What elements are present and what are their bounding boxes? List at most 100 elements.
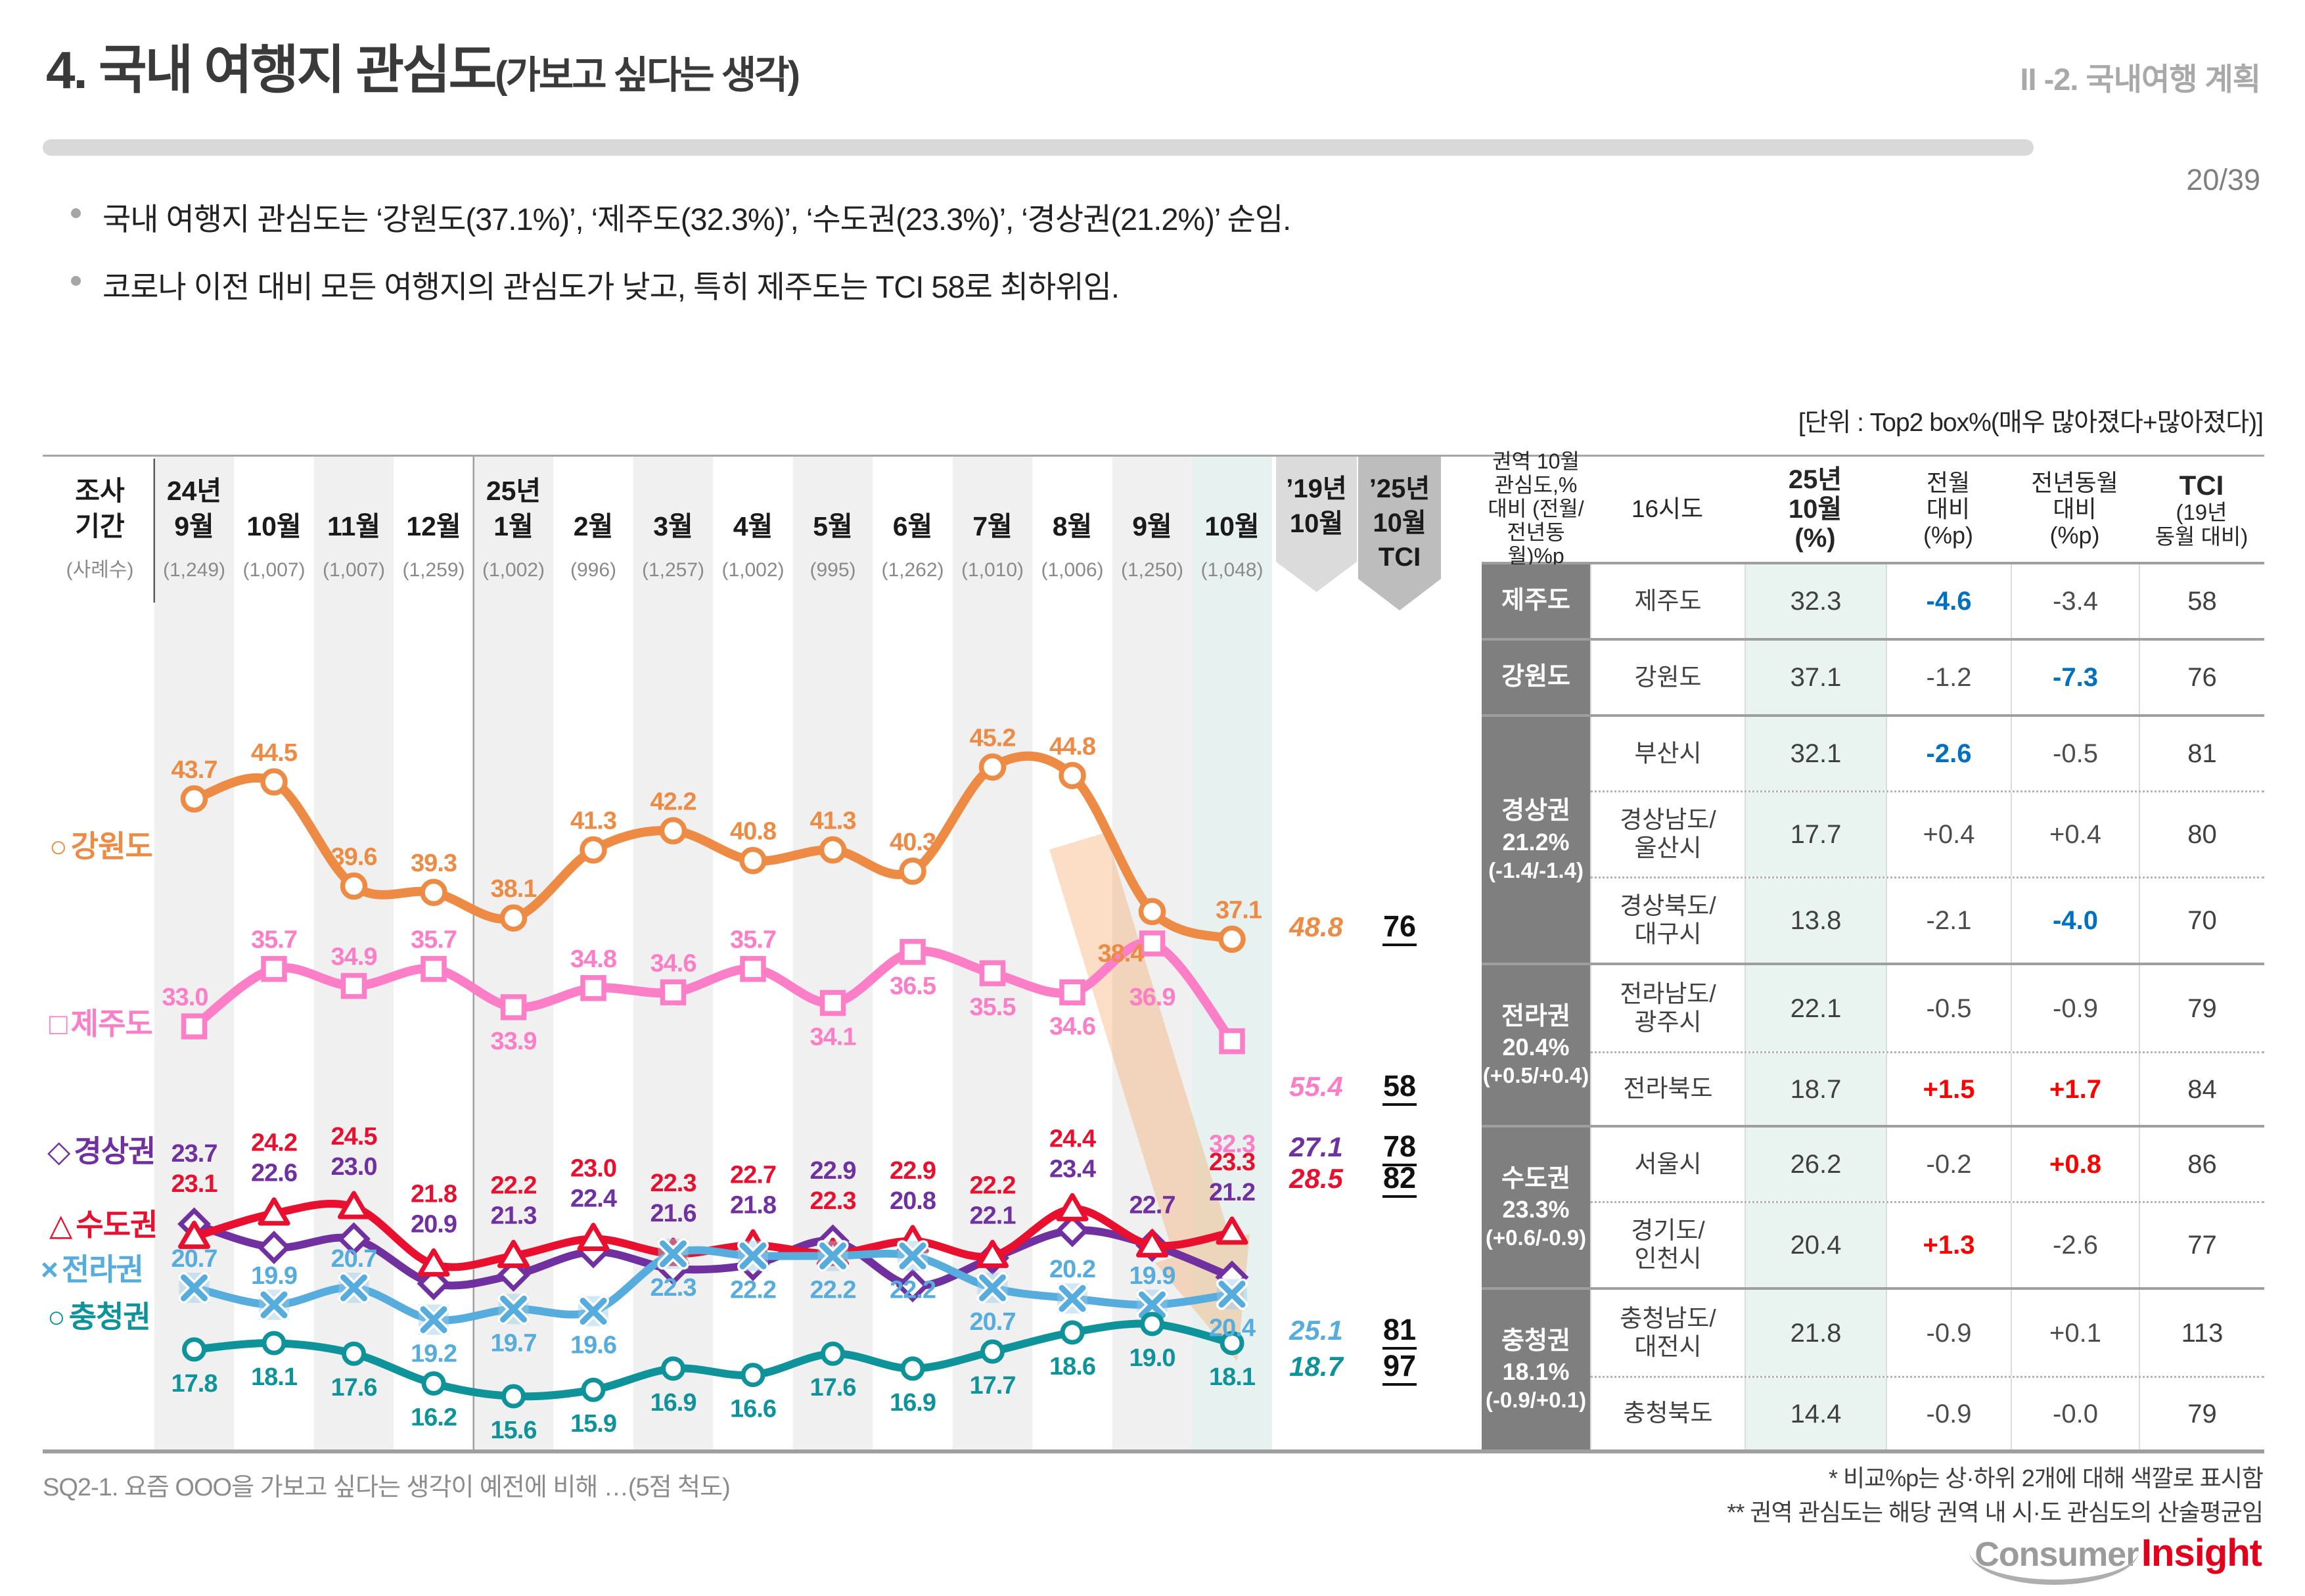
data-point-marker	[178, 1220, 210, 1249]
data-point-marker	[660, 1240, 687, 1267]
data-point-marker	[1219, 1028, 1245, 1055]
region-summary-table: 권역 10월 관심도,% 대비 (전월/전년동월)%p 16시도 25년 10월 (%) 전월…	[1482, 450, 2264, 1449]
pct-cell: 32.1	[1745, 717, 1886, 790]
tci-cell-line: 77	[2187, 1231, 2217, 1260]
pct-cell: 32.3	[1745, 564, 1886, 638]
경상권-value-label: 20.8	[890, 1187, 936, 1215]
x-tick-month: 9월	[1132, 511, 1172, 541]
consumer-insight-logo: Consumer Insight	[1969, 1531, 2262, 1585]
pct-cell-line: 14.4	[1790, 1399, 1842, 1428]
city-cell-line: 대전시	[1634, 1333, 1702, 1360]
data-point-marker	[421, 1371, 446, 1396]
legend-item-수도권: △ 수도권	[49, 1201, 158, 1244]
data-point-marker	[262, 1331, 286, 1356]
mom-change-cell-line: -4.6	[1926, 587, 1972, 616]
legend-item-전라권: × 전라권	[41, 1246, 144, 1289]
x-tick-month: 2월	[574, 511, 614, 541]
충청권-value-label: 18.1	[251, 1363, 298, 1391]
city-cell-line: 제주도	[1634, 587, 1702, 614]
충청권-value-label: 17.6	[810, 1374, 856, 1402]
pct-cell: 22.1	[1745, 965, 1886, 1051]
tci-cell: 80	[2139, 792, 2264, 877]
unit-note: [단위 : Top2 box%(매우 많아졌다+많아졌다)]	[1798, 409, 2264, 437]
경상권-value-label: 22.6	[251, 1160, 297, 1187]
table-row: 충청북도 14.4 -0.9 -0.0 79	[1590, 1376, 2264, 1449]
data-point-marker	[976, 1239, 1009, 1268]
footnotes: * 비교%p는 상·하위 2개에 대해 색깔로 표시함 ** 권역 관심도는 해…	[1727, 1461, 2264, 1530]
x-tick-sample-size: (1,048)	[1200, 559, 1263, 581]
city-cell: 경기도/인천시	[1590, 1203, 1745, 1287]
table-column-header: TCI (19년 동월 대비)	[2139, 457, 2264, 562]
x-tick-month: 3월	[653, 511, 693, 541]
table-column-header-line: 10월	[1788, 494, 1842, 524]
강원도-value-label: 41.3	[570, 808, 616, 835]
충청권-value-label: 15.6	[491, 1417, 537, 1444]
pct-cell-line: 37.1	[1790, 663, 1842, 692]
전라권-value-label: 22.2	[890, 1276, 936, 1304]
tci-cell-line: 86	[2187, 1150, 2217, 1179]
table-column-header: 25년 10월 (%)	[1745, 457, 1886, 562]
tci-cell-line: 113	[2181, 1318, 2224, 1348]
수도권-value-label: 23.1	[171, 1170, 218, 1198]
city-cell: 제주도	[1590, 564, 1745, 638]
tci-cell-line: 70	[2187, 906, 2217, 935]
header-arrow-label: 10월	[1290, 509, 1343, 538]
data-point-marker	[899, 1242, 926, 1269]
경상권-value-label: 22.7	[1130, 1191, 1175, 1219]
pct-cell: 17.7	[1745, 792, 1886, 877]
table-column-header-line: 25년	[1788, 465, 1842, 494]
mom-change-cell: -4.6	[1886, 564, 2011, 638]
region-cell-line: (-0.9/+0.1)	[1485, 1388, 1587, 1413]
circle-marker-icon: ○	[49, 829, 68, 863]
city-cell-line: 울산시	[1634, 834, 1702, 861]
table-region-group: 강원도 강원도 37.1 -1.2 -7.3 76	[1482, 638, 2264, 714]
city-cell-line: 부산시	[1634, 739, 1702, 767]
제주도-value-label: 35.7	[251, 926, 297, 954]
region-cell-line: 제주도	[1501, 587, 1570, 615]
경상권-value-label: 22.9	[810, 1157, 856, 1185]
table-region-group: 충청권 18.1% (-0.9/+0.1) 충청남도/대전시 21.8 -0.9 +0.1 1…	[1482, 1287, 2264, 1449]
x-tick-sample-size: (1,007)	[323, 559, 385, 581]
data-point-marker	[417, 1267, 451, 1300]
legend-item-제주도: □ 제주도	[49, 1000, 153, 1043]
city-cell-line: 경상북도/	[1620, 892, 1716, 920]
mom-change-cell: -2.6	[1886, 717, 2011, 790]
제주도-value-label: 33.0	[162, 984, 208, 1011]
pct-cell-line: 32.1	[1790, 739, 1842, 768]
수도권-value-label: 24.2	[251, 1129, 297, 1157]
table-region-group: 경상권 21.2% (-1.4/-1.4) 부산시 32.1 -2.6 -0.5 81 경상남도…	[1482, 714, 2264, 963]
table-column-header: 권역 10월 관심도,% 대비 (전월/전년동월)%p	[1482, 450, 1590, 568]
수도권-value-label: 22.3	[810, 1187, 856, 1215]
mom-change-cell-line: +1.5	[1923, 1074, 1975, 1104]
경상권-value-label: 22.1	[970, 1202, 1016, 1229]
table-row: 부산시 32.1 -2.6 -0.5 81	[1590, 717, 2264, 790]
table-column-header-line: 대비	[2053, 495, 2097, 522]
x-tick-month: 9월	[174, 511, 214, 541]
region-cell-line: 23.3%	[1502, 1196, 1570, 1223]
yoy-change-cell: +0.1	[2011, 1290, 2139, 1376]
region-cell-line: 전라권	[1501, 1002, 1570, 1030]
pct-cell: 21.8	[1745, 1290, 1886, 1376]
data-point-marker	[1218, 925, 1246, 953]
수도권-value-label: 23.0	[570, 1155, 616, 1183]
충청권-value-label: 16.9	[890, 1389, 936, 1417]
강원도-value-label: 44.8	[1049, 733, 1095, 760]
data-point-marker	[420, 1306, 447, 1333]
x-tick-month: 10월	[246, 511, 301, 541]
tci-cell-line: 79	[2187, 993, 2217, 1023]
x-marker-icon: ×	[41, 1252, 58, 1287]
data-point-marker	[338, 1191, 370, 1220]
충청권-value-label: 17.6	[331, 1374, 377, 1402]
data-point-marker	[181, 1013, 208, 1039]
mom-change-cell-line: -2.1	[1926, 906, 1972, 935]
x-tick-month: 8월	[1053, 511, 1093, 541]
decline-highlight-arrow-icon	[1049, 832, 1250, 1361]
제주도-value-label: 34.8	[570, 946, 616, 973]
tci-cell: 79	[2139, 1378, 2264, 1449]
data-point-marker	[979, 960, 1006, 986]
yoy-change-cell-line: -7.3	[2053, 663, 2098, 692]
square-marker-icon: □	[49, 1007, 68, 1041]
region-cell: 전라권 20.4% (+0.5/+0.4)	[1482, 965, 1590, 1125]
data-point-marker	[1055, 1214, 1089, 1248]
